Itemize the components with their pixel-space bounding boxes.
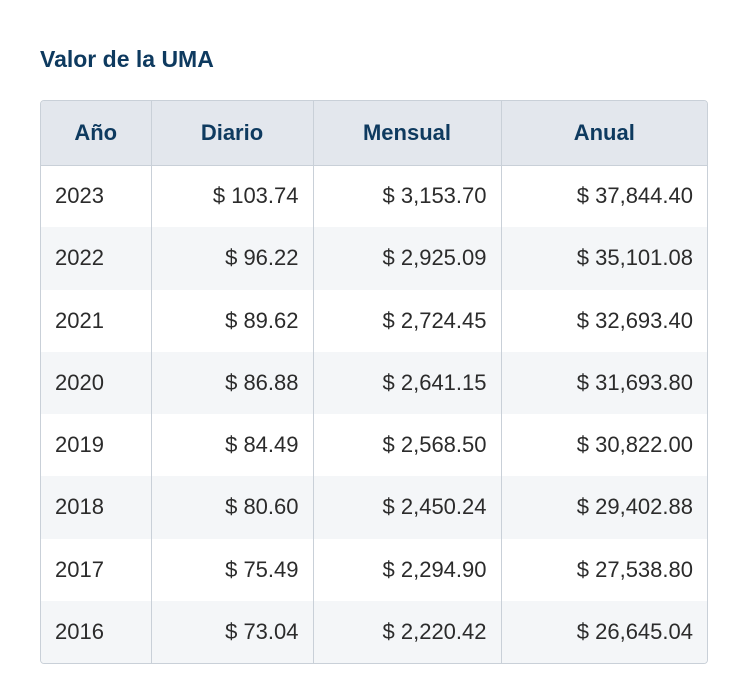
cell-annual: $ 30,822.00 (576, 432, 693, 458)
table-row: 2023 $ 103.74 $ 3,153.70 $ 37,844.40 (41, 165, 707, 228)
uma-table-container: Año Diario Mensual Anual 2023 $ 103.74 $ 3… (40, 100, 708, 664)
uma-table: Año Diario Mensual Anual 2023 $ 103.74 $ 3… (41, 101, 707, 663)
table-row: 2019 $ 84.49 $ 2,568.50 $ 30,822.00 (41, 414, 707, 477)
cell-monthly: $ 2,294.90 (313, 538, 502, 601)
table-row: 2021 $ 89.62 $ 2,724.45 $ 32,693.40 (41, 289, 707, 352)
cell-year: 2023 (41, 165, 152, 228)
cell-year: 2021 (41, 289, 152, 352)
cell-annual: $ 29,402.88 (576, 494, 693, 520)
cell-year: 2016 (41, 600, 152, 663)
cell-annual: $ 37,844.40 (576, 183, 693, 209)
table-row: 2022 $ 96.22 $ 2,925.09 $ 35,101.08 (41, 227, 707, 290)
cell-monthly: $ 2,568.50 (313, 414, 502, 477)
cell-annual: $ 27,538.80 (576, 556, 693, 582)
cell-daily: $ 89.62 (151, 289, 314, 352)
cell-year: 2022 (41, 227, 152, 290)
cell-daily: $ 103.74 (151, 165, 314, 228)
cell-year: 2020 (41, 351, 152, 414)
cell-monthly: $ 2,220.42 (313, 600, 502, 663)
cell-daily: $ 80.60 (151, 476, 314, 539)
table-row: 2017 $ 75.49 $ 2,294.90 $ 27,538.80 (41, 538, 707, 601)
cell-annual: $ 35,101.08 (576, 245, 693, 271)
cell-year: 2019 (41, 414, 152, 477)
table-row: 2018 $ 80.60 $ 2,450.24 $ 29,402.88 (41, 476, 707, 539)
cell-annual: $ 26,645.04 (576, 618, 693, 644)
page-title: Valor de la UMA (40, 46, 214, 72)
cell-daily: $ 75.49 (151, 538, 314, 601)
header-monthly: Mensual (313, 101, 502, 166)
cell-monthly: $ 2,724.45 (313, 289, 502, 352)
cell-monthly: $ 2,450.24 (313, 476, 502, 539)
table-header: Año Diario Mensual Anual (41, 101, 707, 166)
table-row: 2016 $ 73.04 $ 2,220.42 $ 26,645.04 (41, 600, 707, 663)
header-daily: Diario (151, 101, 314, 166)
table-row: 2020 $ 86.88 $ 2,641.15 $ 31,693.80 (41, 351, 707, 414)
cell-daily: $ 86.88 (151, 351, 314, 414)
header-row: Año Diario Mensual Anual (41, 101, 707, 166)
cell-daily: $ 84.49 (151, 414, 314, 477)
cell-monthly: $ 3,153.70 (313, 165, 502, 228)
cell-annual: $ 32,693.40 (576, 307, 693, 333)
cell-monthly: $ 2,925.09 (313, 227, 502, 290)
header-annual: Anual (501, 101, 707, 166)
cell-monthly: $ 2,641.15 (313, 351, 502, 414)
table-body: 2023 $ 103.74 $ 3,153.70 $ 37,844.40 2022 $ 9… (41, 165, 707, 663)
cell-annual: $ 31,693.80 (576, 369, 693, 395)
cell-year: 2017 (41, 538, 152, 601)
header-year: Año (41, 101, 152, 166)
cell-year: 2018 (41, 476, 152, 539)
cell-daily: $ 73.04 (151, 600, 314, 663)
cell-daily: $ 96.22 (151, 227, 314, 290)
